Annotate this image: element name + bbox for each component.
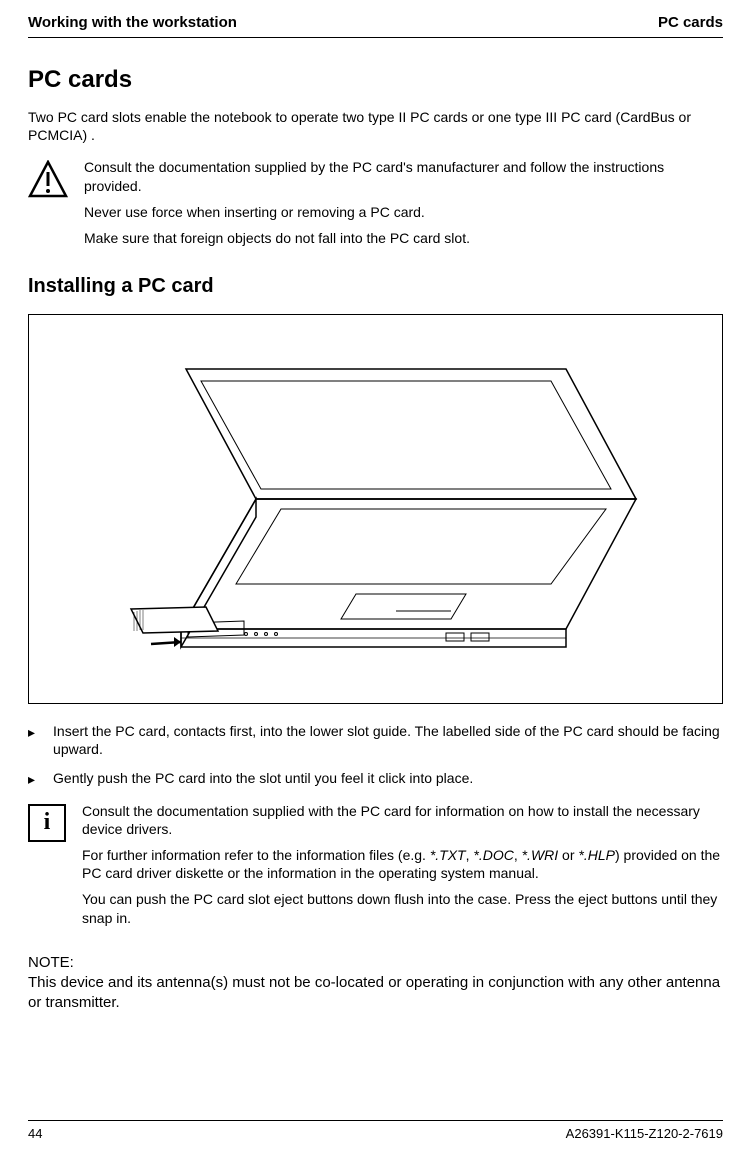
info-line-3: You can push the PC card slot eject butt…: [82, 890, 723, 926]
header-divider: [28, 37, 723, 38]
main-heading: PC cards: [28, 66, 723, 94]
instruction-list: ▸ Insert the PC card, contacts first, in…: [28, 722, 723, 788]
bullet-text-1: Insert the PC card, contacts first, into…: [53, 722, 723, 758]
info-line-1: Consult the documentation supplied with …: [82, 802, 723, 838]
laptop-pc-card-illustration: [96, 349, 656, 669]
warning-line-1: Consult the documentation supplied by th…: [84, 158, 723, 194]
note-block: NOTE: This device and its antenna(s) mus…: [28, 953, 723, 1014]
header-left: Working with the workstation: [28, 14, 237, 31]
footer-divider: [28, 1120, 723, 1121]
warning-line-2: Never use force when inserting or removi…: [84, 203, 723, 221]
note-text: This device and its antenna(s) must not …: [28, 973, 723, 1014]
document-number: A26391-K115-Z120-2-7619: [566, 1126, 723, 1141]
warning-triangle-icon: [28, 160, 68, 198]
bullet-marker-icon: ▸: [28, 723, 35, 741]
info-line-2: For further information refer to the inf…: [82, 846, 723, 882]
sub-heading: Installing a PC card: [28, 275, 723, 298]
info-text: Consult the documentation supplied with …: [82, 802, 723, 935]
warning-block: Consult the documentation supplied by th…: [28, 158, 723, 255]
figure-container: [28, 314, 723, 704]
page-number: 44: [28, 1126, 42, 1141]
info-icon: i: [28, 804, 66, 842]
bullet-text-2: Gently push the PC card into the slot un…: [53, 769, 723, 787]
page-footer: 44 A26391-K115-Z120-2-7619: [28, 1126, 723, 1141]
list-item: ▸ Gently push the PC card into the slot …: [28, 769, 723, 788]
info-block: i Consult the documentation supplied wit…: [28, 802, 723, 935]
page-header: Working with the workstation PC cards: [28, 14, 723, 31]
bullet-marker-icon: ▸: [28, 770, 35, 788]
intro-paragraph: Two PC card slots enable the notebook to…: [28, 108, 723, 144]
list-item: ▸ Insert the PC card, contacts first, in…: [28, 722, 723, 758]
header-right: PC cards: [658, 14, 723, 31]
warning-text: Consult the documentation supplied by th…: [84, 158, 723, 255]
warning-line-3: Make sure that foreign objects do not fa…: [84, 229, 723, 247]
note-label: NOTE:: [28, 953, 723, 973]
